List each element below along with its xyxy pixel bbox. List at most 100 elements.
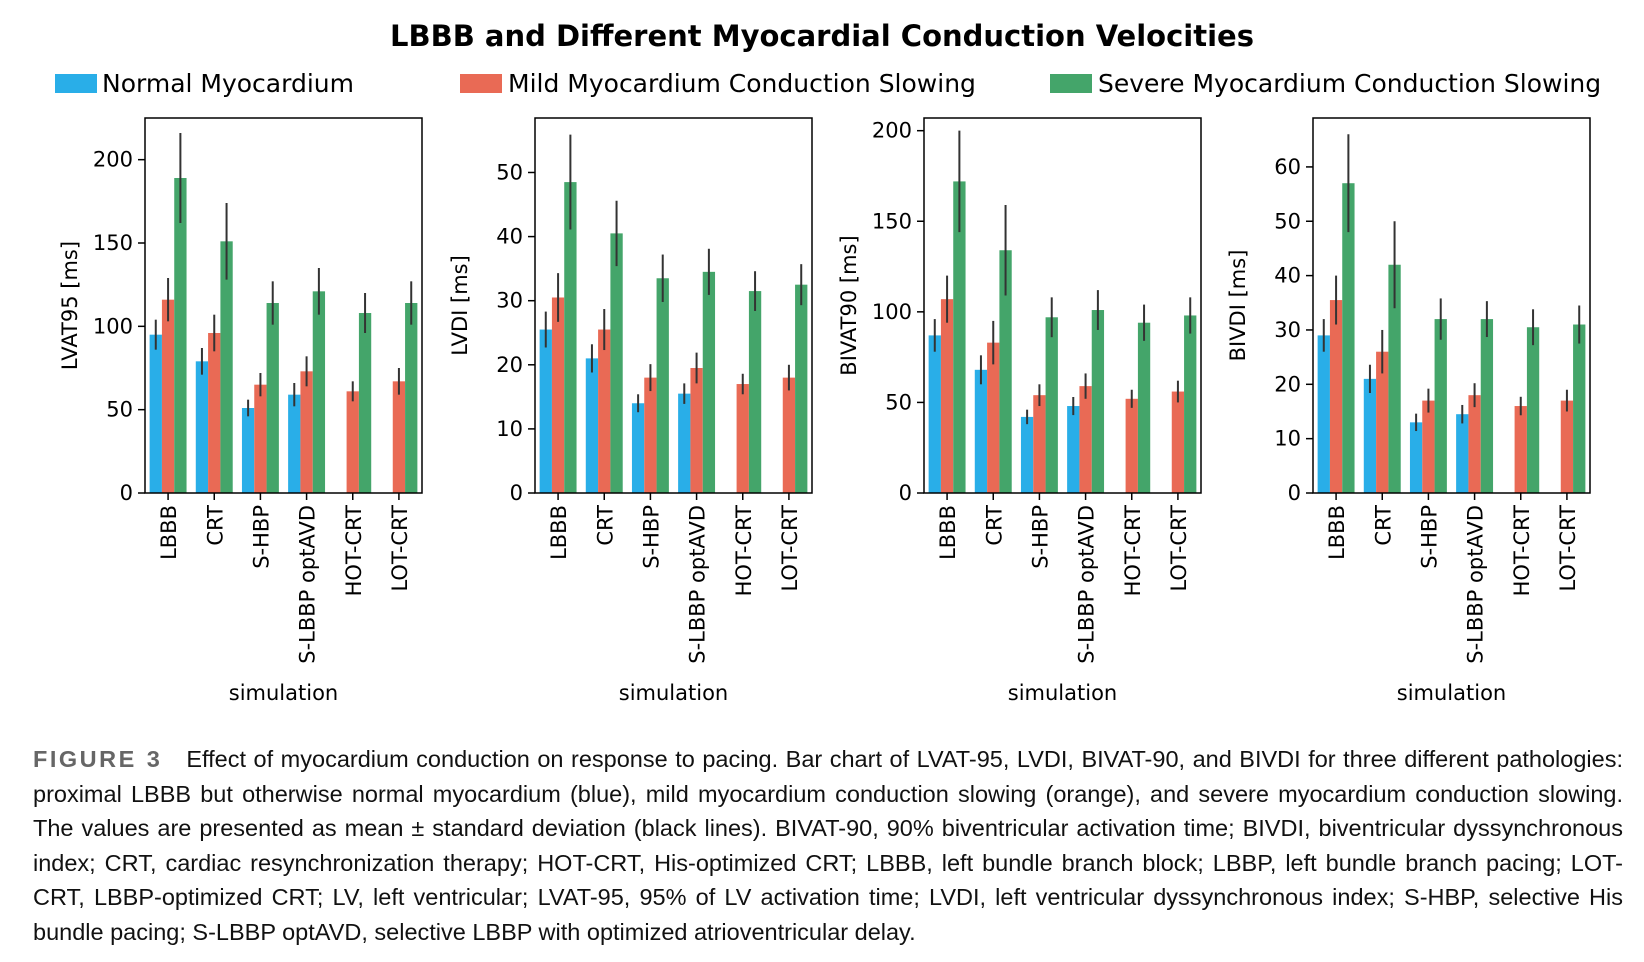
x-tick-label-lbbb: LBBB (936, 505, 960, 560)
x-tick-label-s-hbp: S-HBP (639, 505, 663, 569)
x-tick-label-s-lbbp-optavd: S-LBBP optAVD (1075, 505, 1099, 664)
x-tick-label-hot-crt: HOT-CRT (1121, 505, 1145, 597)
figure-title: LBBB and Different Myocardial Conduction… (390, 19, 1254, 53)
x-axis-label: simulation (1397, 681, 1506, 705)
bar-normal-lbbb (149, 334, 162, 493)
bar-mild-s-hbp (644, 377, 657, 493)
x-tick-label-lbbb: LBBB (547, 505, 571, 560)
plot-frame (923, 117, 1202, 494)
plot-frame (1312, 117, 1591, 494)
legend-label-normal: Normal Myocardium (102, 69, 354, 98)
bar-severe-crt (1388, 264, 1401, 493)
y-tick-label: 150 (93, 231, 133, 255)
bar-normal-s-lbbp-optavd (1067, 406, 1080, 493)
bar-severe-s-lbbp-optavd (1480, 319, 1494, 493)
y-tick-label: 100 (93, 314, 133, 338)
bar-severe-lot-crt (1573, 324, 1586, 493)
x-tick-label-lbbb: LBBB (157, 505, 181, 560)
bar-severe-s-hbp (1045, 317, 1058, 493)
bar-normal-s-hbp (241, 408, 255, 493)
figure-caption: FIGURE 3 Effect of myocardium conduction … (33, 742, 1623, 949)
y-axis-label: LVDI [ms] (448, 255, 472, 356)
plot-frame (144, 117, 423, 494)
y-tick-label: 200 (872, 119, 912, 143)
bar-severe-lot-crt (795, 284, 808, 493)
y-tick-label: 60 (1274, 155, 1301, 179)
y-axis-label: BIVAT90 [ms] (837, 235, 861, 375)
bar-normal-s-hbp (631, 403, 645, 493)
x-tick-label-s-hbp: S-HBP (1028, 505, 1052, 569)
bar-normal-crt (974, 369, 988, 493)
y-tick-label: 10 (496, 417, 523, 441)
x-tick-label-lot-crt: LOT-CRT (388, 505, 412, 592)
caption-text: Effect of myocardium conduction on respo… (33, 746, 1623, 945)
bar-normal-lbbb (1317, 335, 1330, 493)
bar-severe-hot-crt (1526, 327, 1540, 493)
bar-severe-hot-crt (748, 291, 762, 493)
bar-mild-lbbb (161, 299, 175, 493)
x-axis-label: simulation (1008, 681, 1117, 705)
panel-bivat90: 0 50 100 150 200 LBBB CRT S-HBP S-LBBP optAVD HOT… (837, 117, 1202, 705)
panel-lvat95: 0 50 100 150 200 LBBB CRT S-HBP S-LBBP optAVD HOT… (58, 117, 423, 705)
bar-mild-hot-crt (1514, 406, 1527, 493)
bar-severe-s-hbp (266, 303, 279, 493)
bar-normal-s-lbbp-optavd (1456, 414, 1469, 493)
y-tick-label: 0 (899, 481, 912, 505)
y-tick-label: 40 (496, 225, 523, 249)
y-axis-label: BIVDI [ms] (1226, 250, 1250, 362)
bar-mild-s-hbp (254, 384, 267, 493)
legend-swatch-mild (460, 74, 502, 93)
x-tick-label-s-hbp: S-HBP (1417, 505, 1441, 569)
bar-normal-s-hbp (1020, 416, 1034, 493)
figure-canvas: LBBB and Different Myocardial Conduction… (55, 19, 1601, 705)
y-tick-label: 50 (496, 160, 523, 184)
x-tick-label-hot-crt: HOT-CRT (732, 505, 756, 597)
bar-mild-lbbb (551, 297, 565, 493)
bar-severe-s-hbp (1434, 319, 1447, 493)
y-tick-label: 150 (872, 209, 912, 233)
legend-label-severe: Severe Myocardium Conduction Slowing (1098, 69, 1601, 98)
bar-normal-lbbb (928, 335, 941, 493)
bar-mild-crt (987, 342, 1000, 493)
bar-mild-s-hbp (1033, 395, 1046, 493)
x-tick-label-lot-crt: LOT-CRT (1167, 505, 1191, 592)
y-tick-label: 50 (1274, 209, 1301, 233)
y-tick-label: 0 (510, 481, 523, 505)
y-tick-label: 50 (106, 398, 133, 422)
legend-swatch-severe (1050, 74, 1092, 93)
panel-lvdi: 0 10 20 30 40 50 LBBB CRT S-HBP S-LBBP optAVD HOT-… (448, 117, 813, 705)
x-tick-label-crt: CRT (982, 505, 1006, 546)
bar-normal-s-lbbp-optavd (288, 394, 301, 493)
y-tick-label: 30 (496, 289, 523, 313)
bar-severe-lot-crt (1184, 315, 1197, 493)
panel-bivdi: 0 10 20 30 40 50 60 LBBB CRT S-HBP S-LBBP optAVD HO… (1226, 117, 1591, 705)
bar-mild-lbbb (1329, 300, 1343, 493)
bar-mild-s-lbbp-optavd (300, 371, 313, 493)
legend-label-mild: Mild Myocardium Conduction Slowing (508, 69, 976, 98)
bar-mild-crt (208, 333, 221, 493)
x-tick-label-s-lbbp-optavd: S-LBBP optAVD (296, 505, 320, 664)
plot-frame (534, 117, 813, 494)
x-tick-label-hot-crt: HOT-CRT (342, 505, 366, 597)
bar-severe-s-lbbp-optavd (702, 271, 716, 493)
bar-normal-crt (195, 361, 209, 493)
bar-mild-hot-crt (346, 391, 359, 493)
caption-figure-label: FIGURE 3 (33, 746, 163, 772)
y-tick-label: 20 (496, 353, 523, 377)
y-tick-label: 10 (1274, 427, 1301, 451)
bar-mild-lot-crt (1560, 400, 1574, 493)
bar-severe-lbbb (564, 182, 577, 493)
x-tick-label-crt: CRT (203, 505, 227, 546)
bar-severe-crt (220, 241, 233, 493)
y-tick-label: 30 (1274, 318, 1301, 342)
bar-severe-lot-crt (405, 303, 418, 493)
x-axis-label: simulation (229, 681, 338, 705)
bar-severe-hot-crt (358, 313, 372, 493)
y-tick-label: 40 (1274, 264, 1301, 288)
x-tick-label-crt: CRT (1371, 505, 1395, 546)
bar-mild-lot-crt (782, 377, 796, 493)
bar-mild-hot-crt (1125, 398, 1138, 493)
bar-severe-s-lbbp-optavd (1091, 310, 1105, 493)
y-axis-label: LVAT95 [ms] (58, 241, 82, 370)
bar-severe-crt (999, 250, 1012, 493)
